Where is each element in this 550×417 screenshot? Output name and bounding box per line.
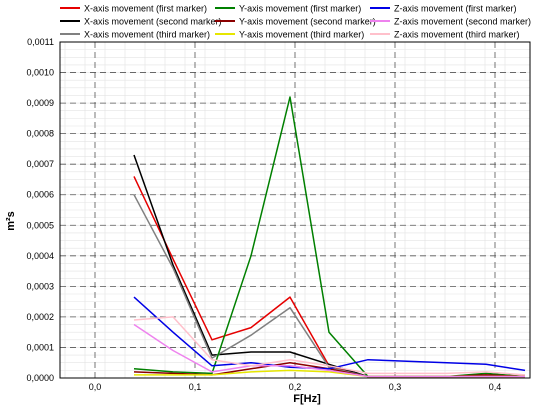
legend-label: X-axis movement (second marker) [84, 17, 222, 27]
y-tick-label: 0,0007 [26, 159, 54, 169]
legend-label: Y-axis movement (first marker) [239, 4, 361, 14]
legend-label: X-axis movement (third marker) [84, 30, 210, 40]
legend-label: X-axis movement (first marker) [84, 4, 207, 14]
y-tick-label: 0,0004 [26, 251, 54, 261]
axes [59, 41, 531, 379]
y-tick-label: 0,0000 [26, 373, 54, 383]
series-lines [133, 96, 526, 378]
series-line-8 [133, 323, 525, 378]
x-tick-label: 0,4 [489, 382, 502, 392]
y-tick-label: 0,0009 [26, 98, 54, 108]
plot-frame [59, 41, 531, 379]
y-tick-label: 0,0010 [26, 68, 54, 78]
y-tick-label: 0,0003 [26, 281, 54, 291]
y-tick-label: 0,0001 [26, 342, 54, 352]
x-tick-label: 0,0 [89, 382, 102, 392]
legend-label: Y-axis movement (second marker) [239, 17, 376, 27]
y-tick-label: 0,0005 [26, 220, 54, 230]
legend-label: Z-axis movement (second marker) [394, 17, 531, 27]
series-line-9 [133, 316, 526, 376]
y-tick-label: 0,0011 [27, 37, 54, 47]
y-axis-title: m²s [5, 211, 17, 231]
legend-label: Z-axis movement (third marker) [394, 30, 520, 40]
legend-label: Y-axis movement (third marker) [239, 30, 364, 40]
y-tick-label: 0,0006 [26, 190, 54, 200]
legend: X-axis movement (first marker) X-axis mov… [60, 4, 531, 40]
x-tick-label: 0,2 [289, 382, 302, 392]
legend-label: Z-axis movement (first marker) [394, 4, 517, 14]
y-tick-label: 0,0002 [26, 312, 54, 322]
x-tick-label: 0,3 [389, 382, 402, 392]
x-axis-title: F[Hz] [293, 393, 321, 405]
y-tick-label: 0,0008 [26, 129, 54, 139]
series-line-7 [133, 296, 526, 372]
major-gridlines [60, 41, 530, 378]
x-tick-label: 0,1 [189, 382, 202, 392]
tick-labels: 0,00000,00010,00020,00030,00040,00050,00… [26, 37, 501, 392]
